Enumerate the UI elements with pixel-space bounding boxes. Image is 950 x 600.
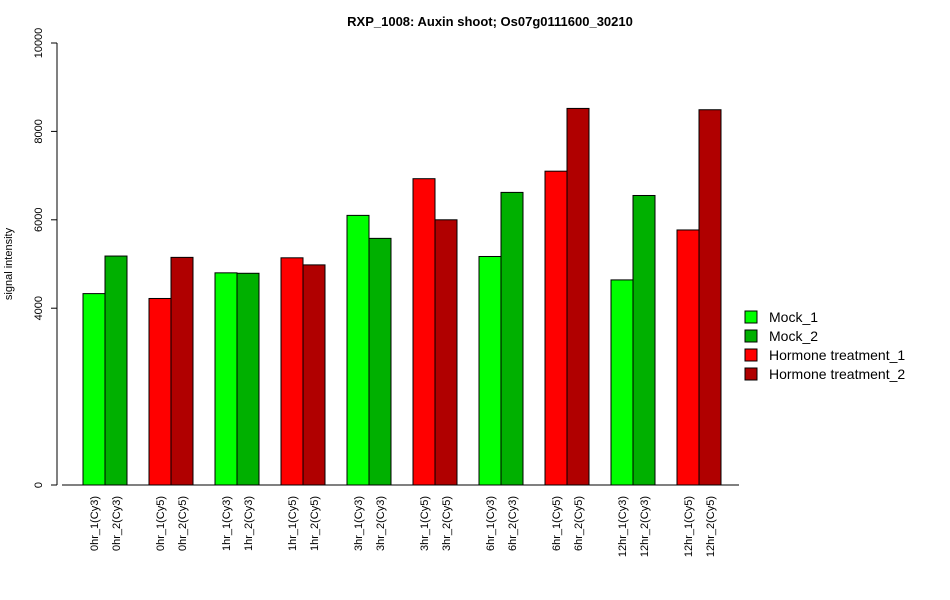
legend: Mock_1 Mock_2 Hormone treatment_1 Hormone t… bbox=[744, 309, 905, 382]
x-tick-label: 12hr_1(Cy3) bbox=[617, 496, 629, 557]
y-axis-label: signal intensity bbox=[3, 227, 15, 300]
bar-0hr_2(Cy5) bbox=[170, 256, 194, 486]
chart-title: RXP_1008: Auxin shoot; Os07g0111600_3021… bbox=[347, 14, 633, 29]
x-tick-label: 0hr_1(Cy5) bbox=[155, 496, 167, 551]
bar-1hr_1(Cy3) bbox=[214, 272, 238, 486]
x-tick-label: 12hr_1(Cy5) bbox=[683, 496, 695, 557]
bar-6hr_2(Cy5) bbox=[566, 107, 590, 486]
y-tick-label: 4000 bbox=[33, 296, 45, 320]
legend-swatch bbox=[744, 310, 758, 324]
legend-swatch bbox=[744, 367, 758, 381]
bar-6hr_2(Cy3) bbox=[500, 191, 524, 486]
bar-3hr_1(Cy5) bbox=[412, 178, 436, 486]
y-axis: 0 4000 6000 8000 10000 bbox=[33, 28, 58, 488]
legend-label: Hormone treatment_2 bbox=[769, 366, 905, 382]
x-tick-label: 3hr_2(Cy3) bbox=[375, 496, 387, 551]
x-tick-label: 0hr_2(Cy5) bbox=[177, 496, 189, 551]
x-tick-label: 12hr_2(Cy5) bbox=[705, 496, 717, 557]
x-tick-labels: 0hr_1(Cy3) 0hr_2(Cy3) 0hr_1(Cy5) 0hr_2(Cy5)… bbox=[89, 496, 717, 557]
x-tick-label: 1hr_1(Cy5) bbox=[287, 496, 299, 551]
bar-12hr_2(Cy5) bbox=[698, 109, 722, 486]
legend-label: Hormone treatment_1 bbox=[769, 347, 905, 363]
bar-1hr_1(Cy5) bbox=[280, 257, 304, 486]
legend-swatch bbox=[744, 329, 758, 343]
bar-12hr_1(Cy3) bbox=[610, 279, 634, 486]
y-tick-label: 6000 bbox=[33, 208, 45, 232]
x-tick-label: 12hr_2(Cy3) bbox=[639, 496, 651, 557]
x-tick-label: 1hr_2(Cy3) bbox=[243, 496, 255, 551]
bar-1hr_2(Cy3) bbox=[236, 272, 260, 486]
bar-0hr_1(Cy5) bbox=[148, 297, 172, 486]
x-tick-label: 6hr_1(Cy3) bbox=[485, 496, 497, 551]
y-tick-label: 0 bbox=[33, 482, 45, 488]
x-tick-label: 3hr_2(Cy5) bbox=[441, 496, 453, 551]
y-tick-label: 10000 bbox=[33, 28, 45, 59]
x-tick-label: 6hr_2(Cy5) bbox=[573, 496, 585, 551]
bar-1hr_2(Cy5) bbox=[302, 264, 326, 486]
x-tick-label: 6hr_1(Cy5) bbox=[551, 496, 563, 551]
bar-12hr_1(Cy5) bbox=[676, 229, 700, 486]
x-tick-label: 1hr_1(Cy3) bbox=[221, 496, 233, 551]
x-tick-label: 3hr_1(Cy5) bbox=[419, 496, 431, 551]
x-tick-label: 1hr_2(Cy5) bbox=[309, 496, 321, 551]
legend-label: Mock_2 bbox=[769, 328, 818, 344]
y-tick-label: 8000 bbox=[33, 119, 45, 143]
x-tick-label: 0hr_1(Cy3) bbox=[89, 496, 101, 551]
x-tick-label: 3hr_1(Cy3) bbox=[353, 496, 365, 551]
x-tick-label: 6hr_2(Cy3) bbox=[507, 496, 519, 551]
bar-3hr_2(Cy3) bbox=[368, 237, 392, 486]
bar-0hr_1(Cy3) bbox=[82, 293, 106, 486]
bar-3hr_1(Cy3) bbox=[346, 214, 370, 486]
x-tick-label: 0hr_2(Cy3) bbox=[111, 496, 123, 551]
bar-6hr_1(Cy3) bbox=[478, 255, 502, 486]
bar-12hr_2(Cy3) bbox=[632, 194, 656, 486]
legend-label: Mock_1 bbox=[769, 309, 818, 325]
bar-6hr_1(Cy5) bbox=[544, 170, 568, 486]
legend-swatch bbox=[744, 348, 758, 362]
bars-group bbox=[82, 107, 722, 486]
bar-0hr_2(Cy3) bbox=[104, 255, 128, 486]
bar-3hr_2(Cy5) bbox=[434, 219, 458, 486]
